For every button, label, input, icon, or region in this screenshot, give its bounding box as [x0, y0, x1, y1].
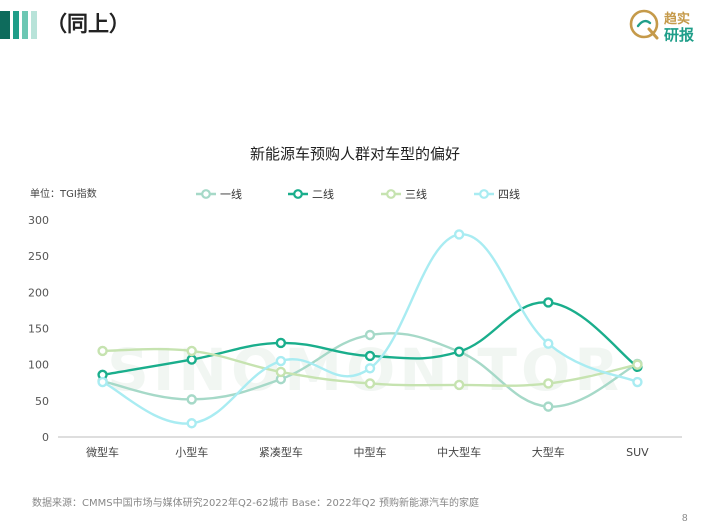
- series-group: [97, 229, 643, 429]
- brand-name-line1: 趋实: [664, 12, 691, 27]
- accent-bar: [22, 11, 28, 39]
- header-accent-bars: [0, 11, 37, 39]
- data-point: [186, 354, 197, 365]
- data-point: [453, 379, 465, 391]
- data-source-note: 数据来源：CMMS中国市场与媒体研究2022年Q2-62城市 Base：2022…: [32, 498, 479, 509]
- data-point: [275, 355, 287, 367]
- legend-label: 一线: [220, 187, 242, 201]
- legend-swatch-marker: [479, 189, 489, 199]
- legend: 一线 二线 三线 四线: [196, 187, 520, 201]
- accent-bar: [13, 11, 19, 39]
- data-point: [543, 401, 554, 412]
- y-tick-label: 100: [28, 359, 49, 372]
- data-point: [97, 376, 108, 388]
- page-title: （同上）: [46, 12, 130, 36]
- chart-title: 新能源车预购人群对车型的偏好: [250, 145, 460, 163]
- x-tick-label: 紧凑型车: [259, 445, 303, 459]
- data-point: [543, 378, 554, 389]
- y-tick-label: 150: [28, 323, 49, 336]
- page-number: 8: [682, 513, 688, 524]
- data-point: [364, 378, 376, 389]
- data-point: [186, 345, 197, 357]
- legend-label: 三线: [405, 187, 427, 201]
- data-point: [364, 350, 376, 362]
- x-tick-label: SUV: [626, 446, 649, 459]
- brand-name-line2: 研报: [664, 26, 695, 44]
- legend-label: 二线: [312, 187, 334, 201]
- data-point: [453, 346, 465, 357]
- legend-swatch-marker: [201, 189, 211, 199]
- data-point: [186, 394, 197, 405]
- data-point: [632, 359, 643, 370]
- data-point: [543, 297, 554, 308]
- data-point: [275, 337, 287, 349]
- data-point: [543, 338, 554, 349]
- y-tick-label: 50: [35, 395, 49, 408]
- data-point: [453, 229, 465, 240]
- y-tick-label: 200: [28, 286, 49, 299]
- y-tick-label: 250: [28, 250, 49, 263]
- data-point: [186, 418, 197, 429]
- data-point: [364, 363, 376, 374]
- data-point: [275, 366, 287, 378]
- x-tick-label: 小型车: [175, 445, 208, 459]
- line-chart: SINOMONITOR 新能源车预购人群对车型的偏好 单位：TGI指数 一线 二线…: [28, 145, 682, 459]
- legend-swatch-marker: [386, 189, 396, 199]
- y-tick-label: 0: [42, 431, 49, 444]
- x-tick-label: 中型车: [354, 445, 387, 459]
- legend-label: 四线: [498, 187, 520, 201]
- x-tick-label: 微型车: [86, 445, 119, 459]
- legend-swatch-marker: [293, 189, 303, 199]
- data-point: [364, 329, 376, 341]
- data-point: [97, 345, 108, 357]
- y-tick-label: 300: [28, 214, 49, 227]
- accent-bar: [31, 11, 37, 39]
- accent-bar: [0, 11, 10, 39]
- data-point: [632, 376, 643, 388]
- brand-logo: 趋实 研报: [628, 7, 706, 44]
- axes: 0 50 100 150 200 250 300 微型车 小型车 紧凑型车 中型车 中大型车 大型车 SU…: [28, 214, 682, 459]
- unit-label: 单位：TGI指数: [30, 187, 97, 200]
- x-tick-label: 大型车: [532, 445, 565, 459]
- x-tick-label: 中大型车: [437, 445, 481, 459]
- brand-logo-icon: [629, 9, 659, 40]
